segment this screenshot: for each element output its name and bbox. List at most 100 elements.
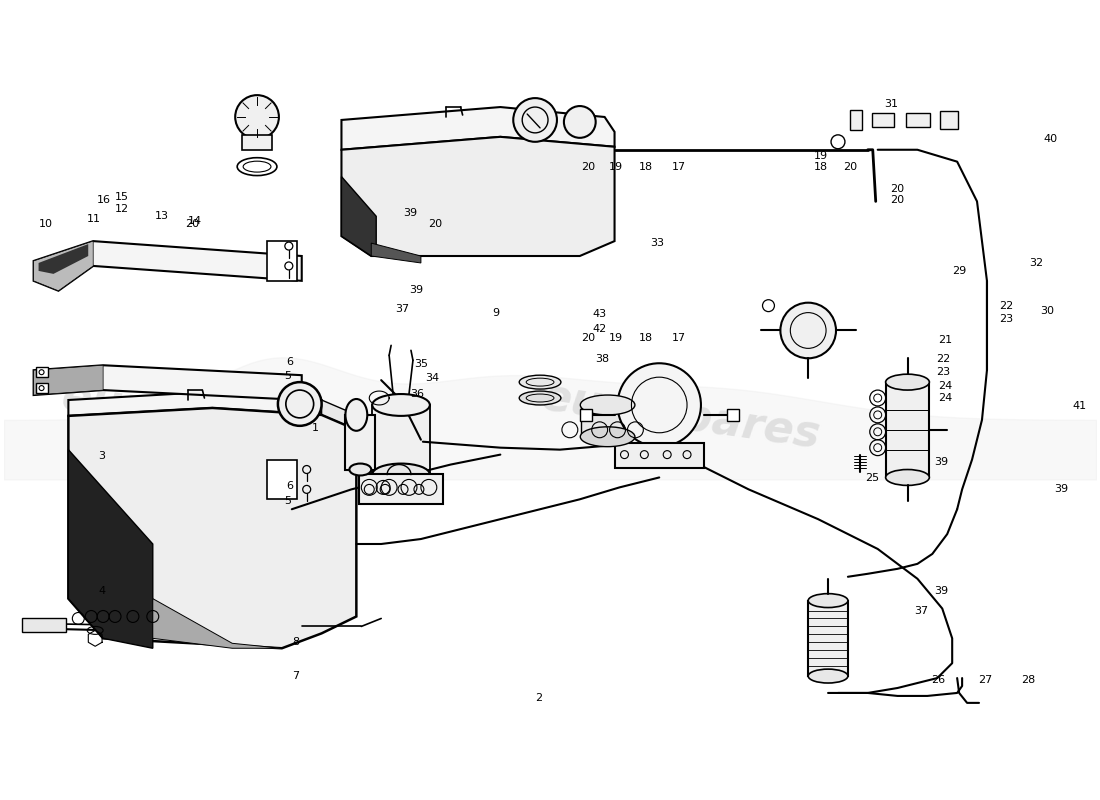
Polygon shape xyxy=(341,107,615,150)
Bar xyxy=(360,474,442,504)
Text: 13: 13 xyxy=(155,210,169,221)
Text: 29: 29 xyxy=(953,266,967,276)
Text: 32: 32 xyxy=(1028,258,1043,268)
Text: 3: 3 xyxy=(99,450,106,461)
Bar xyxy=(850,110,861,130)
Text: 37: 37 xyxy=(914,606,928,615)
Text: 18: 18 xyxy=(639,162,653,172)
Text: 37: 37 xyxy=(396,304,409,314)
Bar xyxy=(345,415,375,470)
Text: 39: 39 xyxy=(934,457,948,467)
Text: eurospares: eurospares xyxy=(58,375,343,457)
Ellipse shape xyxy=(808,594,848,607)
Bar xyxy=(615,442,704,467)
Text: eurospares: eurospares xyxy=(539,375,824,457)
Text: 26: 26 xyxy=(931,674,945,685)
Polygon shape xyxy=(341,137,615,256)
Text: 35: 35 xyxy=(414,359,428,370)
Polygon shape xyxy=(68,408,356,648)
Circle shape xyxy=(617,363,701,446)
Text: 34: 34 xyxy=(425,373,439,382)
Bar xyxy=(35,367,47,377)
Text: 2: 2 xyxy=(536,693,542,703)
Text: 6: 6 xyxy=(286,357,294,367)
Ellipse shape xyxy=(519,391,561,405)
Text: 22: 22 xyxy=(1000,302,1014,311)
Text: 20: 20 xyxy=(185,218,199,229)
Text: 25: 25 xyxy=(866,473,879,483)
Text: 18: 18 xyxy=(814,162,828,172)
Bar xyxy=(372,405,430,474)
Circle shape xyxy=(780,302,836,358)
Polygon shape xyxy=(34,241,94,290)
Text: 19: 19 xyxy=(608,162,623,172)
Bar xyxy=(580,409,592,421)
Polygon shape xyxy=(68,450,153,648)
Text: 17: 17 xyxy=(672,162,686,172)
Polygon shape xyxy=(39,244,88,274)
Text: 17: 17 xyxy=(672,333,686,343)
Polygon shape xyxy=(34,366,301,400)
Ellipse shape xyxy=(519,375,561,389)
Text: 40: 40 xyxy=(1043,134,1057,145)
Text: 15: 15 xyxy=(114,193,129,202)
Text: 19: 19 xyxy=(814,151,828,161)
Text: 19: 19 xyxy=(608,333,623,343)
Bar xyxy=(886,382,929,478)
Polygon shape xyxy=(34,241,301,290)
Polygon shape xyxy=(372,243,421,263)
Text: 23: 23 xyxy=(936,367,950,377)
Text: 24: 24 xyxy=(938,381,953,390)
Bar xyxy=(871,113,893,127)
Text: 30: 30 xyxy=(1040,306,1054,316)
Text: 11: 11 xyxy=(87,214,100,224)
Ellipse shape xyxy=(886,374,929,390)
Polygon shape xyxy=(341,177,376,256)
Text: 31: 31 xyxy=(883,99,898,110)
Text: 5: 5 xyxy=(284,496,292,506)
Text: 23: 23 xyxy=(1000,314,1014,324)
Text: 16: 16 xyxy=(97,194,111,205)
Text: 33: 33 xyxy=(650,238,664,248)
Bar xyxy=(808,601,848,676)
Bar xyxy=(581,405,636,437)
Text: 6: 6 xyxy=(286,481,294,490)
Polygon shape xyxy=(68,392,321,416)
Text: 20: 20 xyxy=(581,162,595,172)
Bar xyxy=(22,618,66,632)
Text: 20: 20 xyxy=(844,162,858,172)
Text: 39: 39 xyxy=(934,586,948,596)
Text: 14: 14 xyxy=(188,216,202,226)
Polygon shape xyxy=(153,598,282,648)
Text: 24: 24 xyxy=(938,394,953,403)
Ellipse shape xyxy=(808,669,848,683)
Bar xyxy=(267,459,297,499)
Ellipse shape xyxy=(372,463,430,486)
Text: 10: 10 xyxy=(39,218,53,229)
Text: 39: 39 xyxy=(1054,484,1068,494)
Circle shape xyxy=(564,106,596,138)
Text: 41: 41 xyxy=(1072,402,1087,411)
Text: 20: 20 xyxy=(890,194,904,205)
Bar xyxy=(242,135,272,150)
Text: 27: 27 xyxy=(978,674,992,685)
Text: 7: 7 xyxy=(292,671,299,682)
Text: 22: 22 xyxy=(936,354,950,364)
Text: 20: 20 xyxy=(890,185,904,194)
Bar xyxy=(940,111,958,129)
Circle shape xyxy=(278,382,321,426)
Text: 36: 36 xyxy=(409,389,424,398)
Circle shape xyxy=(514,98,557,142)
Text: 43: 43 xyxy=(592,309,606,319)
Text: 18: 18 xyxy=(639,333,653,343)
Circle shape xyxy=(235,95,279,139)
Bar xyxy=(267,241,297,281)
Text: 4: 4 xyxy=(99,586,106,596)
Text: 12: 12 xyxy=(114,204,129,214)
Text: 20: 20 xyxy=(428,218,442,229)
Ellipse shape xyxy=(350,463,372,475)
Text: 5: 5 xyxy=(284,371,292,381)
Polygon shape xyxy=(321,400,356,430)
Polygon shape xyxy=(34,366,103,395)
Ellipse shape xyxy=(581,395,635,415)
